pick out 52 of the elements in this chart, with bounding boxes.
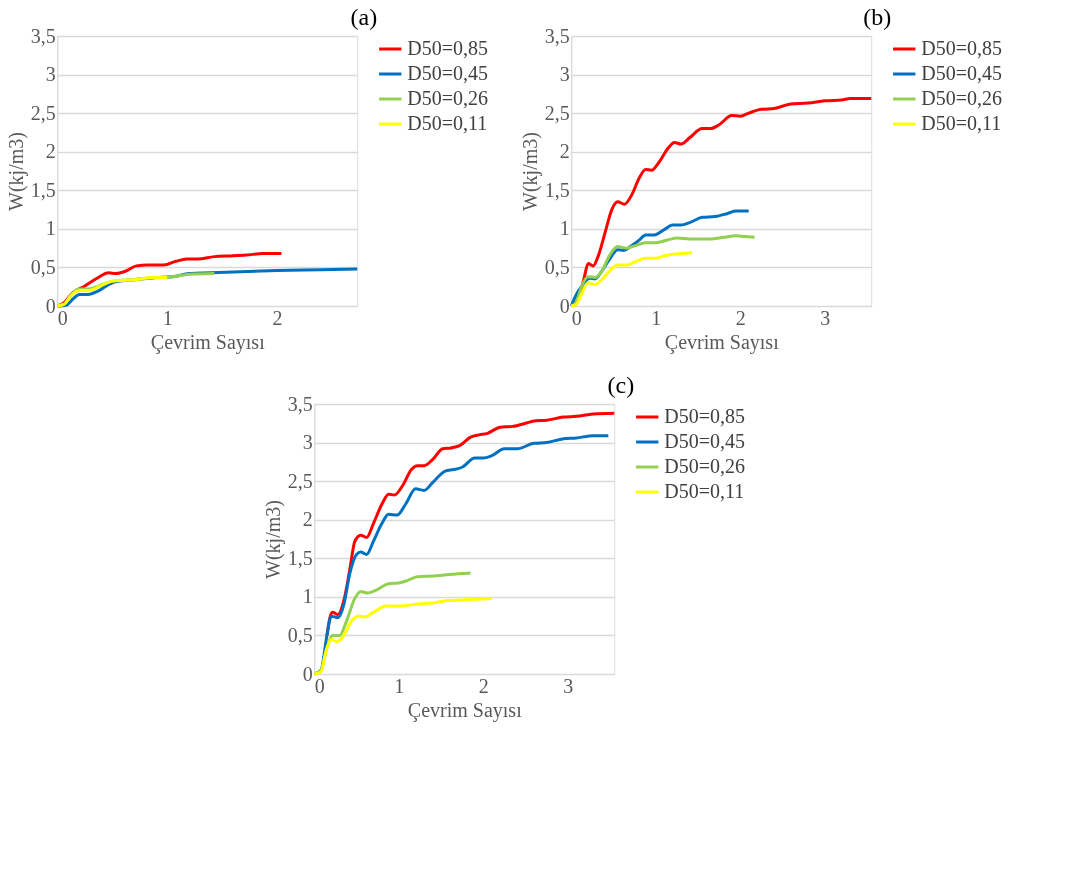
y-tick-label: 2,5 [30, 101, 56, 124]
y-tick-label: 3 [559, 63, 570, 86]
y-tick-label: 1 [559, 217, 570, 240]
y-tick-label: 2 [559, 140, 570, 163]
x-axis-title: Çevrim Sayısı [407, 698, 523, 722]
line-series [55, 275, 169, 308]
x-tick-label: 2 [272, 306, 283, 329]
legend-label: D50=0,11 [664, 480, 745, 502]
y-axis-title: W(kj/m3) [261, 500, 285, 579]
line-series [569, 251, 694, 308]
legend-label: D50=0,85 [921, 37, 1002, 59]
legend-label: D50=0,85 [407, 37, 488, 59]
y-tick-label: 1,5 [287, 546, 313, 569]
y-tick-label: 2 [45, 140, 56, 163]
y-tick-label: 0,5 [287, 623, 313, 646]
legend-label: D50=0,11 [921, 112, 1002, 134]
legend-label: D50=0,45 [921, 62, 1002, 84]
y-tick-label: 3,5 [544, 24, 570, 47]
y-axis-title: W(kj/m3) [518, 132, 542, 211]
y-tick-label: 1,5 [544, 178, 570, 201]
chart-title: (b) [863, 4, 892, 30]
legend-label: D50=0,26 [664, 455, 745, 477]
y-tick-label: 3 [45, 63, 56, 86]
x-tick-label: 1 [651, 306, 662, 329]
y-tick-label: 2,5 [287, 469, 313, 492]
line-series [312, 596, 494, 676]
y-tick-label: 0,5 [544, 255, 570, 278]
legend-label: D50=0,85 [664, 405, 745, 427]
x-axis-title: Çevrim Sayısı [664, 330, 780, 354]
y-axis-title: W(kj/m3) [4, 132, 28, 211]
x-tick-label: 1 [394, 674, 405, 697]
x-tick-label: 1 [162, 306, 173, 329]
y-tick-label: 0,5 [30, 255, 56, 278]
y-tick-label: 2,5 [544, 101, 570, 124]
legend-label: D50=0,45 [664, 430, 745, 452]
y-tick-label: 3 [302, 431, 313, 454]
y-tick-label: 3,5 [30, 24, 56, 47]
x-tick-label: 2 [478, 674, 489, 697]
chart-title: (c) [607, 372, 635, 398]
y-tick-label: 1 [302, 585, 313, 608]
chart-title: (a) [350, 4, 378, 30]
legend-label: D50=0,45 [407, 62, 488, 84]
legend-label: D50=0,26 [921, 87, 1002, 109]
legend-label: D50=0,26 [407, 87, 488, 109]
y-tick-label: 1,5 [30, 178, 56, 201]
y-tick-label: 3,5 [287, 392, 313, 415]
x-axis-title: Çevrim Sayısı [150, 330, 266, 354]
y-tick-label: 1 [45, 217, 56, 240]
y-tick-label: 2 [302, 508, 313, 531]
x-tick-label: 2 [735, 306, 746, 329]
x-tick-label: 3 [820, 306, 831, 329]
legend-label: D50=0,11 [407, 112, 488, 134]
